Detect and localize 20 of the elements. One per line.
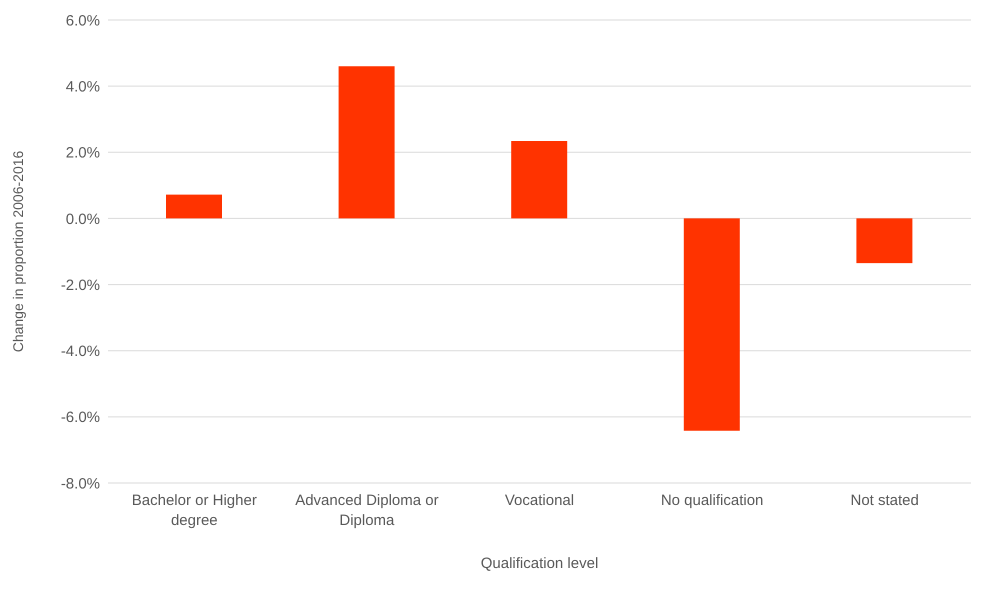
bar: [166, 194, 222, 218]
y-tick-label: 4.0%: [66, 78, 100, 96]
x-tick-label: Not stated: [850, 492, 919, 509]
bar: [684, 218, 740, 431]
bar: [338, 66, 395, 218]
y-tick-label: 6.0%: [66, 12, 100, 30]
y-tick-label: 2.0%: [66, 144, 100, 162]
x-tick-label: Bachelor or Higher degree: [132, 492, 257, 529]
x-tick-label: Vocational: [504, 492, 574, 509]
x-axis-title: Qualification level: [480, 555, 598, 572]
y-tick-label: -4.0%: [60, 343, 100, 360]
y-axis-title: Change in proportion 2006-2016: [10, 150, 26, 352]
y-tick-label: -2.0%: [60, 276, 100, 294]
y-tick-label: 0.0%: [66, 210, 100, 228]
x-tick-label: Advanced Diploma or Diploma: [295, 492, 439, 529]
bar: [856, 218, 912, 264]
bar: [511, 141, 568, 218]
y-tick-label: -8.0%: [60, 475, 100, 492]
y-tick-label: -6.0%: [60, 409, 100, 426]
x-tick-label: No qualification: [660, 492, 764, 509]
